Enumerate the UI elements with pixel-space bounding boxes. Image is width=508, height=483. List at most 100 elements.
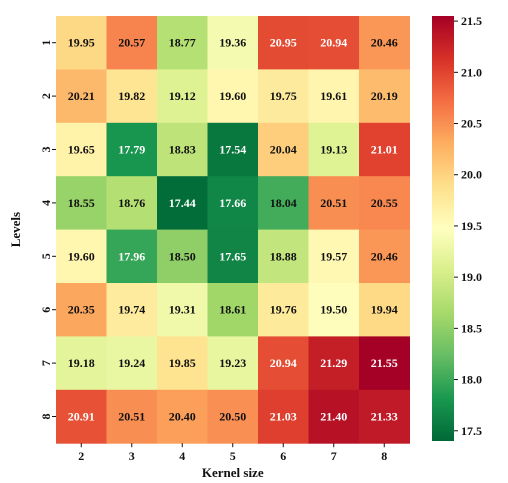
cell-value-label: 21.01 — [371, 143, 398, 157]
cell-value-label: 19.95 — [68, 36, 95, 50]
x-tick-label: 6 — [280, 449, 286, 463]
cell-value-label: 19.65 — [68, 143, 95, 157]
y-tick-label: 5 — [39, 253, 53, 259]
cell-value-label: 20.57 — [118, 36, 145, 50]
heatmap-cell — [359, 16, 410, 70]
cell-value-label: 19.31 — [169, 303, 196, 317]
colorbar-tick-label: 18.0 — [461, 373, 482, 387]
heatmap-cell — [207, 69, 259, 124]
heatmap-cell — [207, 336, 259, 391]
y-tick-label: 2 — [39, 93, 53, 99]
colorbar-tick-label: 17.5 — [461, 424, 482, 438]
heatmap-cell — [359, 122, 410, 177]
cell-value-label: 18.04 — [270, 196, 297, 210]
cell-value-label: 20.46 — [371, 249, 398, 263]
heatmap-cell — [106, 122, 158, 177]
x-tick-label: 3 — [129, 449, 135, 463]
cell-value-label: 19.85 — [169, 356, 196, 370]
cell-value-label: 17.79 — [118, 143, 145, 157]
colorbar-gradient — [432, 16, 454, 441]
heatmap-cell — [56, 336, 107, 391]
x-tick-label: 2 — [78, 449, 84, 463]
heatmap-cell — [106, 16, 158, 70]
cell-value-label: 19.18 — [68, 356, 95, 370]
cell-value-label: 21.55 — [371, 356, 398, 370]
heatmap-cell — [308, 16, 360, 70]
cell-value-label: 20.51 — [118, 410, 145, 424]
heatmap-cell — [106, 229, 158, 284]
cell-value-label: 19.13 — [320, 143, 347, 157]
cell-value-label: 20.94 — [320, 36, 347, 50]
cell-value-label: 20.40 — [169, 410, 196, 424]
heatmap-cell — [207, 16, 259, 70]
heatmap-cell — [56, 283, 107, 337]
x-tick-label: 8 — [381, 449, 387, 463]
heatmap-cell — [207, 229, 259, 284]
cell-value-label: 18.50 — [169, 249, 196, 263]
cell-value-label: 18.88 — [270, 249, 297, 263]
cell-value-label: 18.55 — [68, 196, 95, 210]
cell-value-label: 17.65 — [219, 249, 246, 263]
heatmap-cell — [157, 283, 208, 337]
cell-value-label: 19.12 — [169, 89, 196, 103]
cell-value-label: 19.60 — [68, 249, 95, 263]
heatmap-cell — [157, 229, 208, 284]
heatmap-cell — [106, 389, 158, 444]
y-tick-label: 7 — [39, 360, 53, 366]
heatmap-cell — [258, 122, 309, 177]
heatmap-cells: 19.95 20.57 18.77 19.36 20.95 20.94 20.46 20.21… — [56, 16, 410, 444]
cell-value-label: 17.54 — [219, 143, 246, 157]
cell-value-label: 18.61 — [219, 303, 246, 317]
heatmap-cell — [56, 176, 107, 231]
heatmap-cell — [359, 69, 410, 124]
cell-value-label: 18.76 — [118, 196, 145, 210]
cell-value-label: 19.23 — [219, 356, 246, 370]
cell-value-label: 19.76 — [270, 303, 297, 317]
heatmap-cell — [56, 69, 107, 124]
y-tick-label: 1 — [39, 40, 53, 46]
colorbar-tick-label: 18.5 — [461, 321, 482, 335]
colorbar-tick-label: 19.5 — [461, 219, 482, 233]
heatmap-cell — [308, 176, 360, 231]
heatmap-cell — [258, 283, 309, 337]
y-tick-label: 6 — [39, 307, 53, 313]
cell-value-label: 20.21 — [68, 89, 95, 103]
cell-value-label: 19.24 — [118, 356, 145, 370]
cell-value-label: 19.74 — [118, 303, 145, 317]
heatmap-cell — [308, 389, 360, 444]
heatmap-cell — [258, 229, 309, 284]
cell-value-label: 20.04 — [270, 143, 297, 157]
y-tick-label: 3 — [39, 147, 53, 153]
heatmap-cell — [258, 176, 309, 231]
heatmap-cell — [308, 336, 360, 391]
heatmap-cell — [207, 122, 259, 177]
heatmap-cell — [207, 176, 259, 231]
heatmap-cell — [106, 283, 158, 337]
colorbar-ticks: 17.5 18.0 18.5 19.0 19.5 20.0 20.5 21.0 21.5 — [454, 14, 482, 438]
cell-value-label: 19.82 — [118, 89, 145, 103]
cell-value-label: 21.29 — [320, 356, 347, 370]
cell-value-label: 20.94 — [270, 356, 297, 370]
cell-value-label: 19.57 — [320, 249, 347, 263]
cell-value-label: 19.36 — [219, 36, 246, 50]
cell-value-label: 20.55 — [371, 196, 398, 210]
cell-value-label: 20.95 — [270, 36, 297, 50]
y-axis-label: Levels — [8, 212, 23, 247]
cell-value-label: 19.61 — [320, 89, 347, 103]
cell-value-label: 20.46 — [371, 36, 398, 50]
colorbar-tick-label: 21.0 — [461, 65, 482, 79]
heatmap-cell — [207, 283, 259, 337]
heatmap-cell — [106, 336, 158, 391]
x-axis-ticks: 2 3 4 5 6 7 8 — [78, 443, 387, 463]
x-tick-label: 7 — [331, 449, 337, 463]
cell-value-label: 21.03 — [270, 410, 297, 424]
cell-value-label: 21.40 — [320, 410, 347, 424]
cell-value-label: 19.94 — [371, 303, 398, 317]
cell-value-label: 19.50 — [320, 303, 347, 317]
heatmap-cell — [258, 389, 309, 444]
heatmap-cell — [308, 229, 360, 284]
heatmap-cell — [258, 16, 309, 70]
heatmap-cell — [308, 69, 360, 124]
y-tick-label: 8 — [39, 414, 53, 420]
